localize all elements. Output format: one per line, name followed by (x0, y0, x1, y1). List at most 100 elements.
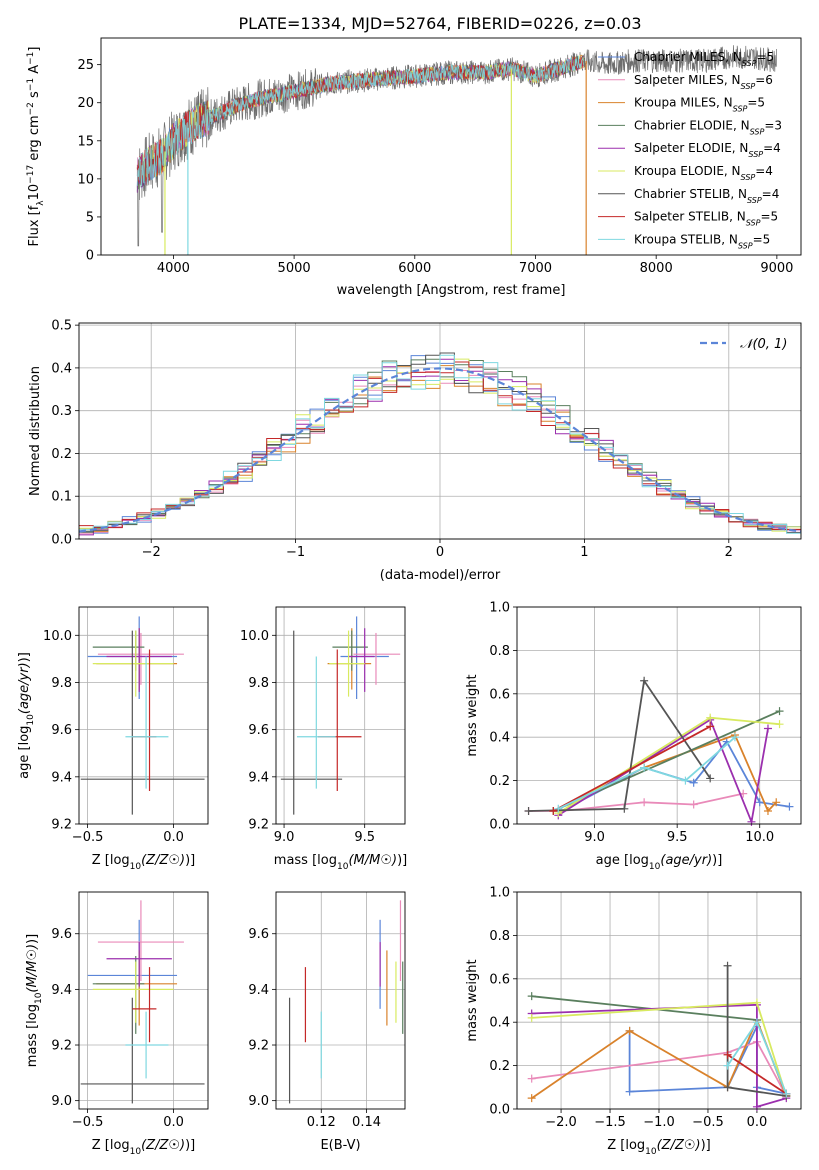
legend-entry-sub: SSP (741, 81, 756, 90)
y-tick-label: 9.0 (51, 1094, 72, 1109)
figure-title: PLATE=1334, MJD=52764, FIBERID=0226, z=0… (238, 14, 641, 33)
mass-vs-z-xlabel-part: )] (185, 1138, 195, 1153)
y-tick-label: 0.1 (51, 490, 72, 505)
y-tick-label: 0.0 (51, 533, 72, 548)
y-tick-label: 0.4 (489, 731, 510, 746)
legend-entry-sub: SSP (746, 218, 761, 227)
weight-line (557, 736, 736, 810)
y-tick-label: 9.2 (51, 818, 72, 833)
weight-line (557, 716, 780, 814)
spectrum-ylabel-part: λ (36, 200, 46, 206)
legend-entry: Chabrier ELODIE, NSSP=3 (634, 118, 782, 136)
y-tick-label: 0.8 (489, 644, 510, 659)
legend-entry: Chabrier MILES, NSSP=5 (634, 50, 774, 68)
y-tick-label: 9.6 (51, 927, 72, 942)
y-tick-label: 0.6 (489, 972, 510, 987)
weight-marker (527, 992, 536, 1001)
weight-marker (706, 722, 715, 731)
histogram-step (79, 354, 801, 534)
spectrum-ylabel-part: −1 (26, 52, 36, 65)
spectrum-ylabel-part: erg cm (27, 115, 42, 164)
weight-vs-z-xlabel-part: (Z/Z☉) (657, 1138, 701, 1153)
x-tick-label: 0.14 (352, 1115, 381, 1130)
age-vs-mass-xlabel-sub: 10 (337, 862, 349, 872)
spectrum-frame (100, 37, 802, 256)
y-tick-label: 5 (86, 210, 94, 225)
mass_vs_Z-axes: −0.5 0.0 9.0 9.2 9.4 9.6 (51, 892, 208, 1130)
age-vs-mass-xlabel: mass [log10(M/M☉))] (274, 853, 407, 872)
gaussian-curve (79, 367, 801, 533)
y-tick-label: 0.2 (489, 774, 510, 789)
y-tick-label: 9.2 (248, 818, 269, 833)
weight-line (727, 1054, 787, 1095)
weight-marker (752, 998, 761, 1007)
weight-marker (752, 1102, 761, 1111)
x-tick-label: 0 (436, 545, 444, 560)
legend-entry: Chabrier STELIB, NSSP=4 (634, 187, 779, 205)
y-tick-label: 9.8 (51, 676, 72, 691)
weight_vs_age-axes: 9.0 9.5 10.0 0.0 0.2 0.4 0.6 0.8 1.0 (489, 601, 801, 845)
legend-entry-end: =4 (762, 187, 780, 201)
x-tick-label: 0.0 (747, 1115, 768, 1130)
weight-marker (752, 1018, 761, 1027)
age-vs-z-xlabel-sub: 10 (130, 862, 142, 872)
gaussian-legend-label: 𝒩(0, 1) (740, 337, 787, 352)
weight-marker (772, 798, 781, 807)
weight-marker (763, 806, 772, 815)
age-vs-z-xlabel-part: (Z/Z☉) (141, 853, 185, 868)
spectrum-ylabel-part: 10 (27, 184, 42, 201)
y-tick-label: 0.8 (489, 929, 510, 944)
mass_vs_EBV-axes: 0.12 0.14 9.0 9.2 9.4 9.6 (248, 892, 405, 1130)
x-tick-label: 1 (580, 545, 588, 560)
spectrum-ylabel-part: Flux [f (27, 205, 42, 246)
weight-marker (625, 1026, 634, 1035)
weight-marker (524, 806, 533, 815)
y-tick-label: 9.4 (51, 983, 72, 998)
x-tick-label: 4000 (157, 261, 190, 276)
y-tick-label: 9.6 (51, 723, 72, 738)
weight-marker (785, 802, 794, 811)
spectrum-ylabel: Flux [fλ10−17 erg cm−2 s−1 A−1] (26, 47, 46, 247)
weight-marker (706, 774, 715, 783)
weight-vs-z-xlabel: Z [log10(Z/Z☉))] (607, 1138, 711, 1157)
weight-line (552, 725, 711, 812)
spectrum-ylabel-part: −17 (26, 165, 36, 184)
legend-entry: Salpeter STELIB, NSSP=5 (634, 210, 778, 228)
weight-line (531, 1040, 788, 1097)
mass-vs-z-ylabel-part: )] (25, 934, 40, 944)
weight-marker (747, 817, 756, 826)
weight-vs-age-xlabel-part: )] (712, 853, 722, 868)
residuals-frame (78, 322, 802, 540)
legend-entry-end: =5 (753, 232, 771, 246)
weight-marker (554, 804, 563, 813)
age_vs_Z-frame (78, 606, 209, 825)
x-tick-label: 9.5 (354, 830, 375, 845)
legend-entry-main: Chabrier MILES, N (634, 50, 742, 64)
spectrum-model-line (136, 54, 585, 188)
legend-entry-main: Kroupa STELIB, N (634, 232, 738, 246)
weight-marker (527, 1074, 536, 1083)
weight-marker (723, 1061, 732, 1070)
y-tick-label: 0.0 (489, 1103, 510, 1118)
y-tick-label: 9.6 (248, 927, 269, 942)
age_vs_mass-frame (275, 606, 406, 825)
x-tick-label: 9.0 (274, 830, 295, 845)
legend-entry: Kroupa STELIB, NSSP=5 (634, 232, 770, 250)
x-tick-label: 10.0 (745, 830, 774, 845)
weight-vs-age-xlabel-part: (age/yr) (660, 853, 712, 868)
mass-vs-ebv-xlabel: E(B-V) (320, 1138, 360, 1153)
weight-marker (620, 804, 629, 813)
residuals-xlabel: (data-model)/error (380, 568, 501, 583)
weight-marker (723, 961, 732, 970)
weight-vs-z-xlabel-part: )] (701, 1138, 711, 1153)
legend-entry-end: =5 (760, 210, 778, 224)
x-tick-label: −0.5 (692, 1115, 724, 1130)
x-tick-label: 2 (725, 545, 733, 560)
mass_vs_Z-frame (78, 891, 209, 1110)
legend-entry-sub: SSP (741, 173, 756, 182)
y-tick-label: 1.0 (489, 886, 510, 901)
y-tick-label: 0.2 (51, 447, 72, 462)
y-tick-label: 9.4 (248, 983, 269, 998)
mass-vs-z-xlabel-sub: 10 (130, 1147, 142, 1157)
weight-marker (640, 676, 649, 685)
